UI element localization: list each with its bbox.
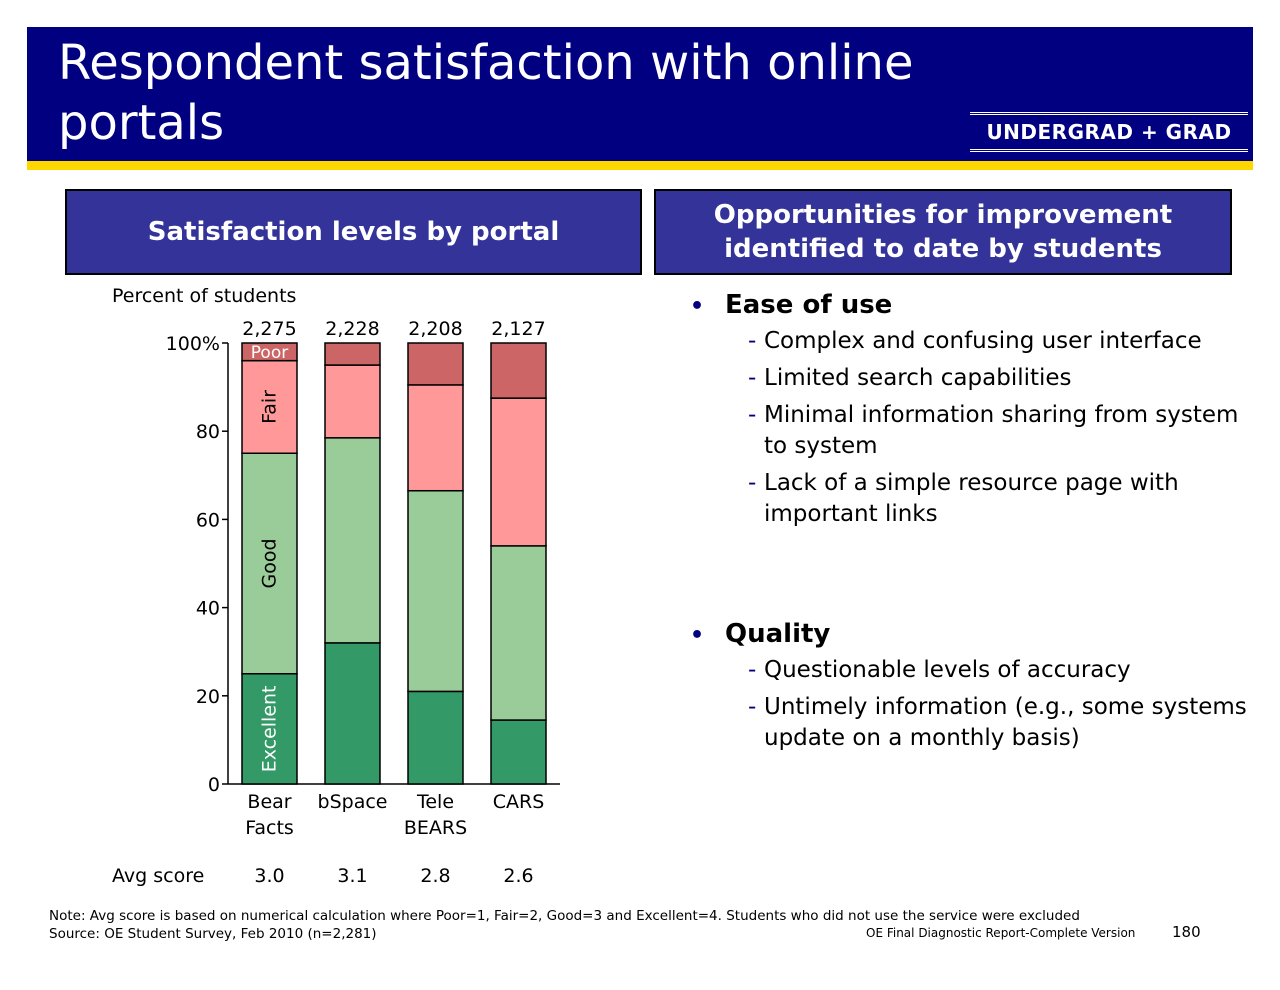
bar-segment-poor xyxy=(407,342,464,386)
segment-label-poor: Poor xyxy=(251,343,288,363)
bar-segment-good xyxy=(490,545,547,721)
avg-score-label: Avg score xyxy=(112,865,204,887)
list-item: - Questionable levels of accuracy xyxy=(748,655,1250,686)
list-item-text: Questionable levels of accuracy xyxy=(764,657,1131,683)
list-item: - Lack of a simple resource page with imp… xyxy=(748,468,1250,530)
note-text: Note: Avg score is based on numerical ca… xyxy=(49,908,1080,924)
y-tick-label: 20 xyxy=(196,686,220,708)
bar-segment-fair xyxy=(490,397,547,547)
list-item: - Untimely information (e.g., some system… xyxy=(748,692,1250,754)
bar-total-label: 2,275 xyxy=(242,318,296,340)
y-tick-label: 80 xyxy=(196,421,220,443)
list-item: - Limited search capabilities xyxy=(748,363,1250,394)
bar-segment-excellent xyxy=(324,642,381,785)
avg-score-value: 2.6 xyxy=(503,865,533,887)
list-item-text: Complex and confusing user interface xyxy=(764,328,1202,354)
audience-tag: UNDERGRAD + GRAD xyxy=(970,112,1248,152)
bar-segment-good xyxy=(241,452,298,675)
segment-label-good: Good xyxy=(259,538,281,588)
opportunities-section-header-label: Opportunities for improvement identified… xyxy=(713,200,1173,264)
x-tick-label: Tele xyxy=(416,791,454,813)
page-number: 180 xyxy=(1172,923,1201,941)
bullet-quality: • Quality - Questionable levels of accura… xyxy=(690,619,1250,760)
source-text: Source: OE Student Survey, Feb 2010 (n=2… xyxy=(49,926,377,942)
bullet-dot-icon: • xyxy=(690,294,705,319)
list-item: - Minimal information sharing from system… xyxy=(748,400,1250,462)
page-title: Respondent satisfaction with online port… xyxy=(58,35,914,151)
dash-icon: - xyxy=(748,402,757,428)
bullet-title: Ease of use xyxy=(725,290,893,320)
title-bar xyxy=(27,27,1253,161)
bullet-ease-of-use: • Ease of use - Complex and confusing use… xyxy=(690,290,1250,536)
stacked-bar-chart: Percent of students 0 20 40 60 80 100% Excellen… xyxy=(112,285,560,887)
list-item-text: Minimal information sharing from system … xyxy=(764,402,1239,459)
list-item-text: Lack of a simple resource page with impo… xyxy=(764,470,1179,527)
bar-segment-fair xyxy=(241,359,298,455)
segment-label-excellent: Excellent xyxy=(259,685,281,772)
bar-segment-good xyxy=(407,489,464,693)
bar-segment-excellent xyxy=(407,690,464,785)
title-rule xyxy=(27,161,1253,170)
bar-total-label: 2,228 xyxy=(325,318,379,340)
list-item: - Complex and confusing user interface xyxy=(748,326,1250,357)
bar-total-label: 2,127 xyxy=(491,318,545,340)
avg-score-value: 3.0 xyxy=(254,865,284,887)
bar-segment-fair xyxy=(407,384,464,492)
x-tick-label: bSpace xyxy=(318,791,388,813)
dash-icon: - xyxy=(748,657,757,683)
bar-segment-poor xyxy=(324,342,381,366)
bar-segment-excellent xyxy=(490,719,547,785)
list-item-text: Untimely information (e.g., some systems… xyxy=(764,694,1247,751)
chart-section-header-label: Satisfaction levels by portal xyxy=(147,217,560,247)
y-tick-label: 40 xyxy=(196,598,220,620)
bar-segment-good xyxy=(324,437,381,644)
opportunities-section-header: Opportunities for improvement identified… xyxy=(654,189,1232,275)
avg-score-value: 3.1 xyxy=(337,865,367,887)
bar-total-label: 2,208 xyxy=(408,318,462,340)
bullet-dot-icon: • xyxy=(690,623,705,648)
segment-label-fair: Fair xyxy=(259,390,281,424)
x-tick-label: Bear xyxy=(247,791,291,813)
bar-segment-poor xyxy=(241,342,298,362)
x-tick-label: BEARS xyxy=(404,817,467,839)
avg-score-value: 2.8 xyxy=(420,865,450,887)
dash-icon: - xyxy=(748,365,757,391)
list-item-text: Limited search capabilities xyxy=(764,365,1072,391)
dash-icon: - xyxy=(748,694,757,720)
y-tick-label: 60 xyxy=(196,509,220,531)
bar-segment-fair xyxy=(324,364,381,439)
x-tick-label: CARS xyxy=(493,791,545,813)
bar-segment-excellent xyxy=(241,673,298,785)
x-tick-label: Facts xyxy=(245,817,294,839)
bullet-title: Quality xyxy=(725,619,831,649)
y-tick-label: 0 xyxy=(208,774,220,796)
dash-icon: - xyxy=(748,328,757,354)
bar-segment-poor xyxy=(490,342,547,399)
report-reference: OE Final Diagnostic Report-Complete Vers… xyxy=(866,926,1136,940)
y-axis-title: Percent of students xyxy=(112,285,296,307)
chart-section-header: Satisfaction levels by portal xyxy=(65,189,642,275)
footnote: Note: Avg score is based on numerical ca… xyxy=(49,907,1080,943)
y-tick-label: 100% xyxy=(166,333,220,355)
dash-icon: - xyxy=(748,470,757,496)
